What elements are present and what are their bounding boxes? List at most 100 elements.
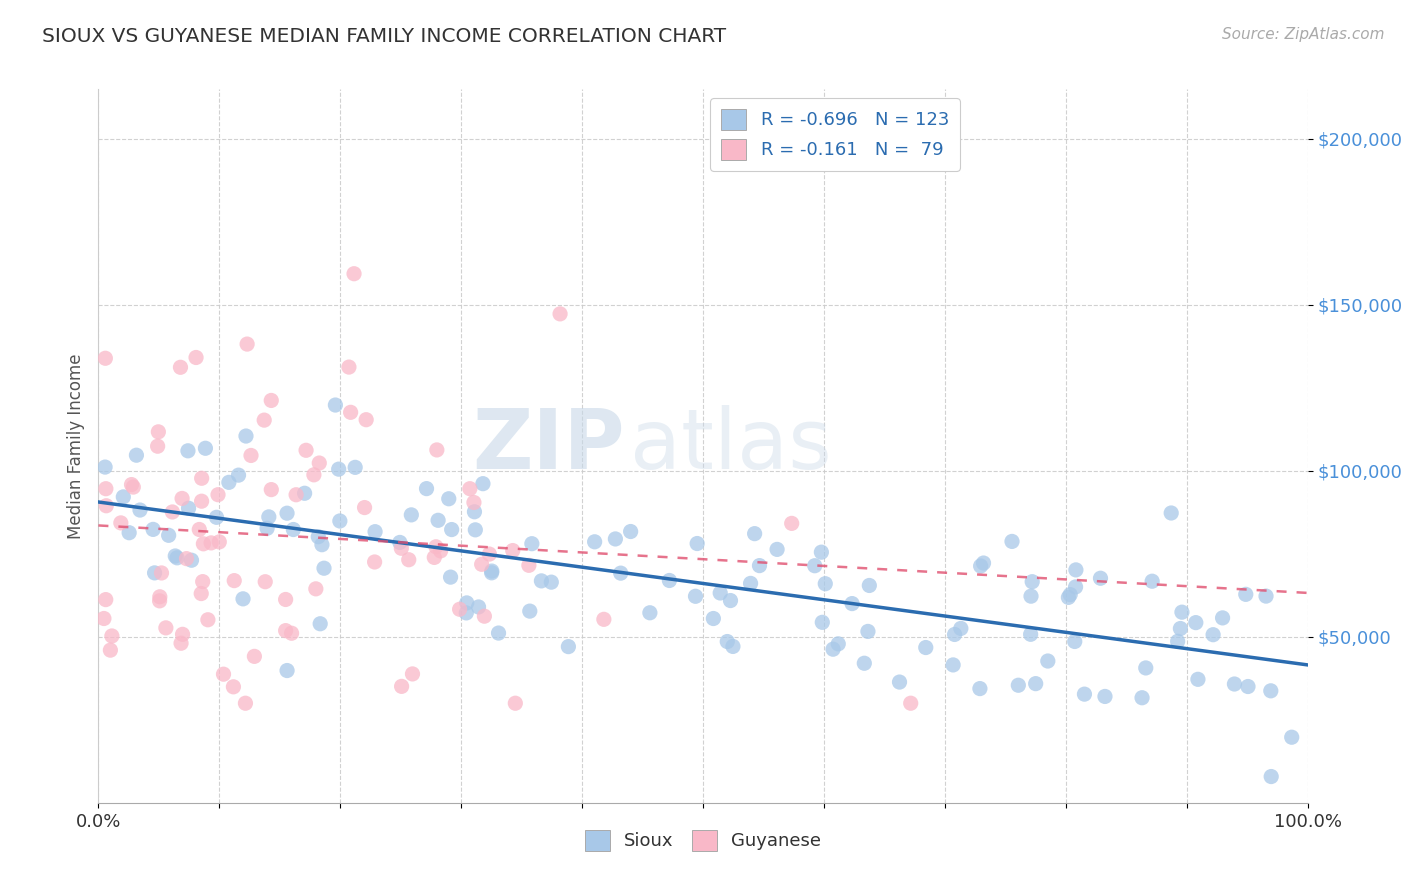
Point: [205, 510, 228, 524]
Point: [122, 480, 145, 494]
Point: [235, 429, 257, 443]
Point: [1223, 677, 1246, 691]
Point: [188, 523, 211, 537]
Point: [240, 449, 263, 463]
Point: [427, 513, 450, 527]
Point: [481, 566, 503, 580]
Point: [426, 442, 449, 457]
Point: [143, 566, 166, 580]
Point: [146, 439, 169, 453]
Point: [1140, 574, 1163, 589]
Point: [853, 657, 876, 671]
Point: [803, 558, 825, 573]
Point: [814, 576, 837, 591]
Point: [449, 602, 471, 616]
Point: [391, 679, 413, 693]
Point: [721, 640, 744, 654]
Point: [260, 393, 283, 408]
Point: [401, 508, 423, 522]
Point: [118, 525, 141, 540]
Point: [389, 541, 412, 556]
Point: [1237, 680, 1260, 694]
Point: [305, 582, 328, 596]
Point: [605, 532, 627, 546]
Point: [748, 558, 770, 573]
Point: [176, 551, 198, 566]
Point: [1254, 589, 1277, 603]
Point: [207, 488, 229, 502]
Point: [1130, 690, 1153, 705]
Point: [243, 649, 266, 664]
Point: [720, 593, 742, 607]
Point: [1007, 678, 1029, 692]
Point: [1057, 591, 1080, 605]
Point: [309, 616, 332, 631]
Point: [517, 558, 540, 573]
Point: [94, 592, 117, 607]
Point: [744, 526, 766, 541]
Point: [440, 523, 463, 537]
Point: [235, 696, 257, 710]
Point: [1167, 634, 1189, 648]
Point: [295, 443, 318, 458]
Point: [1059, 588, 1081, 602]
Point: [121, 477, 143, 491]
Point: [592, 612, 614, 626]
Point: [471, 558, 494, 572]
Point: [1160, 506, 1182, 520]
Point: [276, 506, 298, 520]
Point: [94, 460, 117, 475]
Point: [740, 576, 762, 591]
Point: [149, 594, 172, 608]
Point: [190, 471, 212, 485]
Point: [162, 505, 184, 519]
Point: [686, 536, 709, 550]
Point: [1019, 627, 1042, 641]
Point: [228, 468, 250, 483]
Point: [212, 667, 235, 681]
Point: [142, 522, 165, 536]
Point: [191, 574, 214, 589]
Point: [709, 586, 731, 600]
Point: [193, 537, 215, 551]
Point: [425, 540, 447, 554]
Point: [94, 482, 117, 496]
Point: [942, 657, 965, 672]
Point: [658, 574, 681, 588]
Point: [1202, 628, 1225, 642]
Point: [1135, 661, 1157, 675]
Point: [93, 611, 115, 625]
Point: [101, 629, 124, 643]
Point: [456, 606, 478, 620]
Point: [190, 586, 212, 600]
Point: [583, 534, 606, 549]
Point: [456, 596, 478, 610]
Text: ZIP: ZIP: [472, 406, 624, 486]
Point: [388, 535, 411, 549]
Point: [519, 604, 541, 618]
Text: SIOUX VS GUYANESE MEDIAN FAMILY INCOME CORRELATION CHART: SIOUX VS GUYANESE MEDIAN FAMILY INCOME C…: [42, 27, 727, 45]
Point: [280, 626, 302, 640]
Point: [172, 491, 194, 506]
Point: [100, 643, 122, 657]
Point: [1025, 676, 1047, 690]
Point: [96, 499, 118, 513]
Point: [474, 609, 496, 624]
Point: [520, 537, 543, 551]
Point: [716, 634, 738, 648]
Point: [169, 360, 191, 375]
Point: [856, 624, 879, 639]
Point: [502, 543, 524, 558]
Point: [439, 570, 461, 584]
Point: [821, 642, 844, 657]
Point: [253, 413, 276, 427]
Point: [325, 398, 347, 412]
Point: [548, 307, 571, 321]
Point: [260, 483, 283, 497]
Point: [155, 621, 177, 635]
Y-axis label: Median Family Income: Median Family Income: [66, 353, 84, 539]
Point: [914, 640, 936, 655]
Point: [190, 494, 212, 508]
Legend: Sioux, Guyanese: Sioux, Guyanese: [578, 822, 828, 858]
Point: [222, 680, 245, 694]
